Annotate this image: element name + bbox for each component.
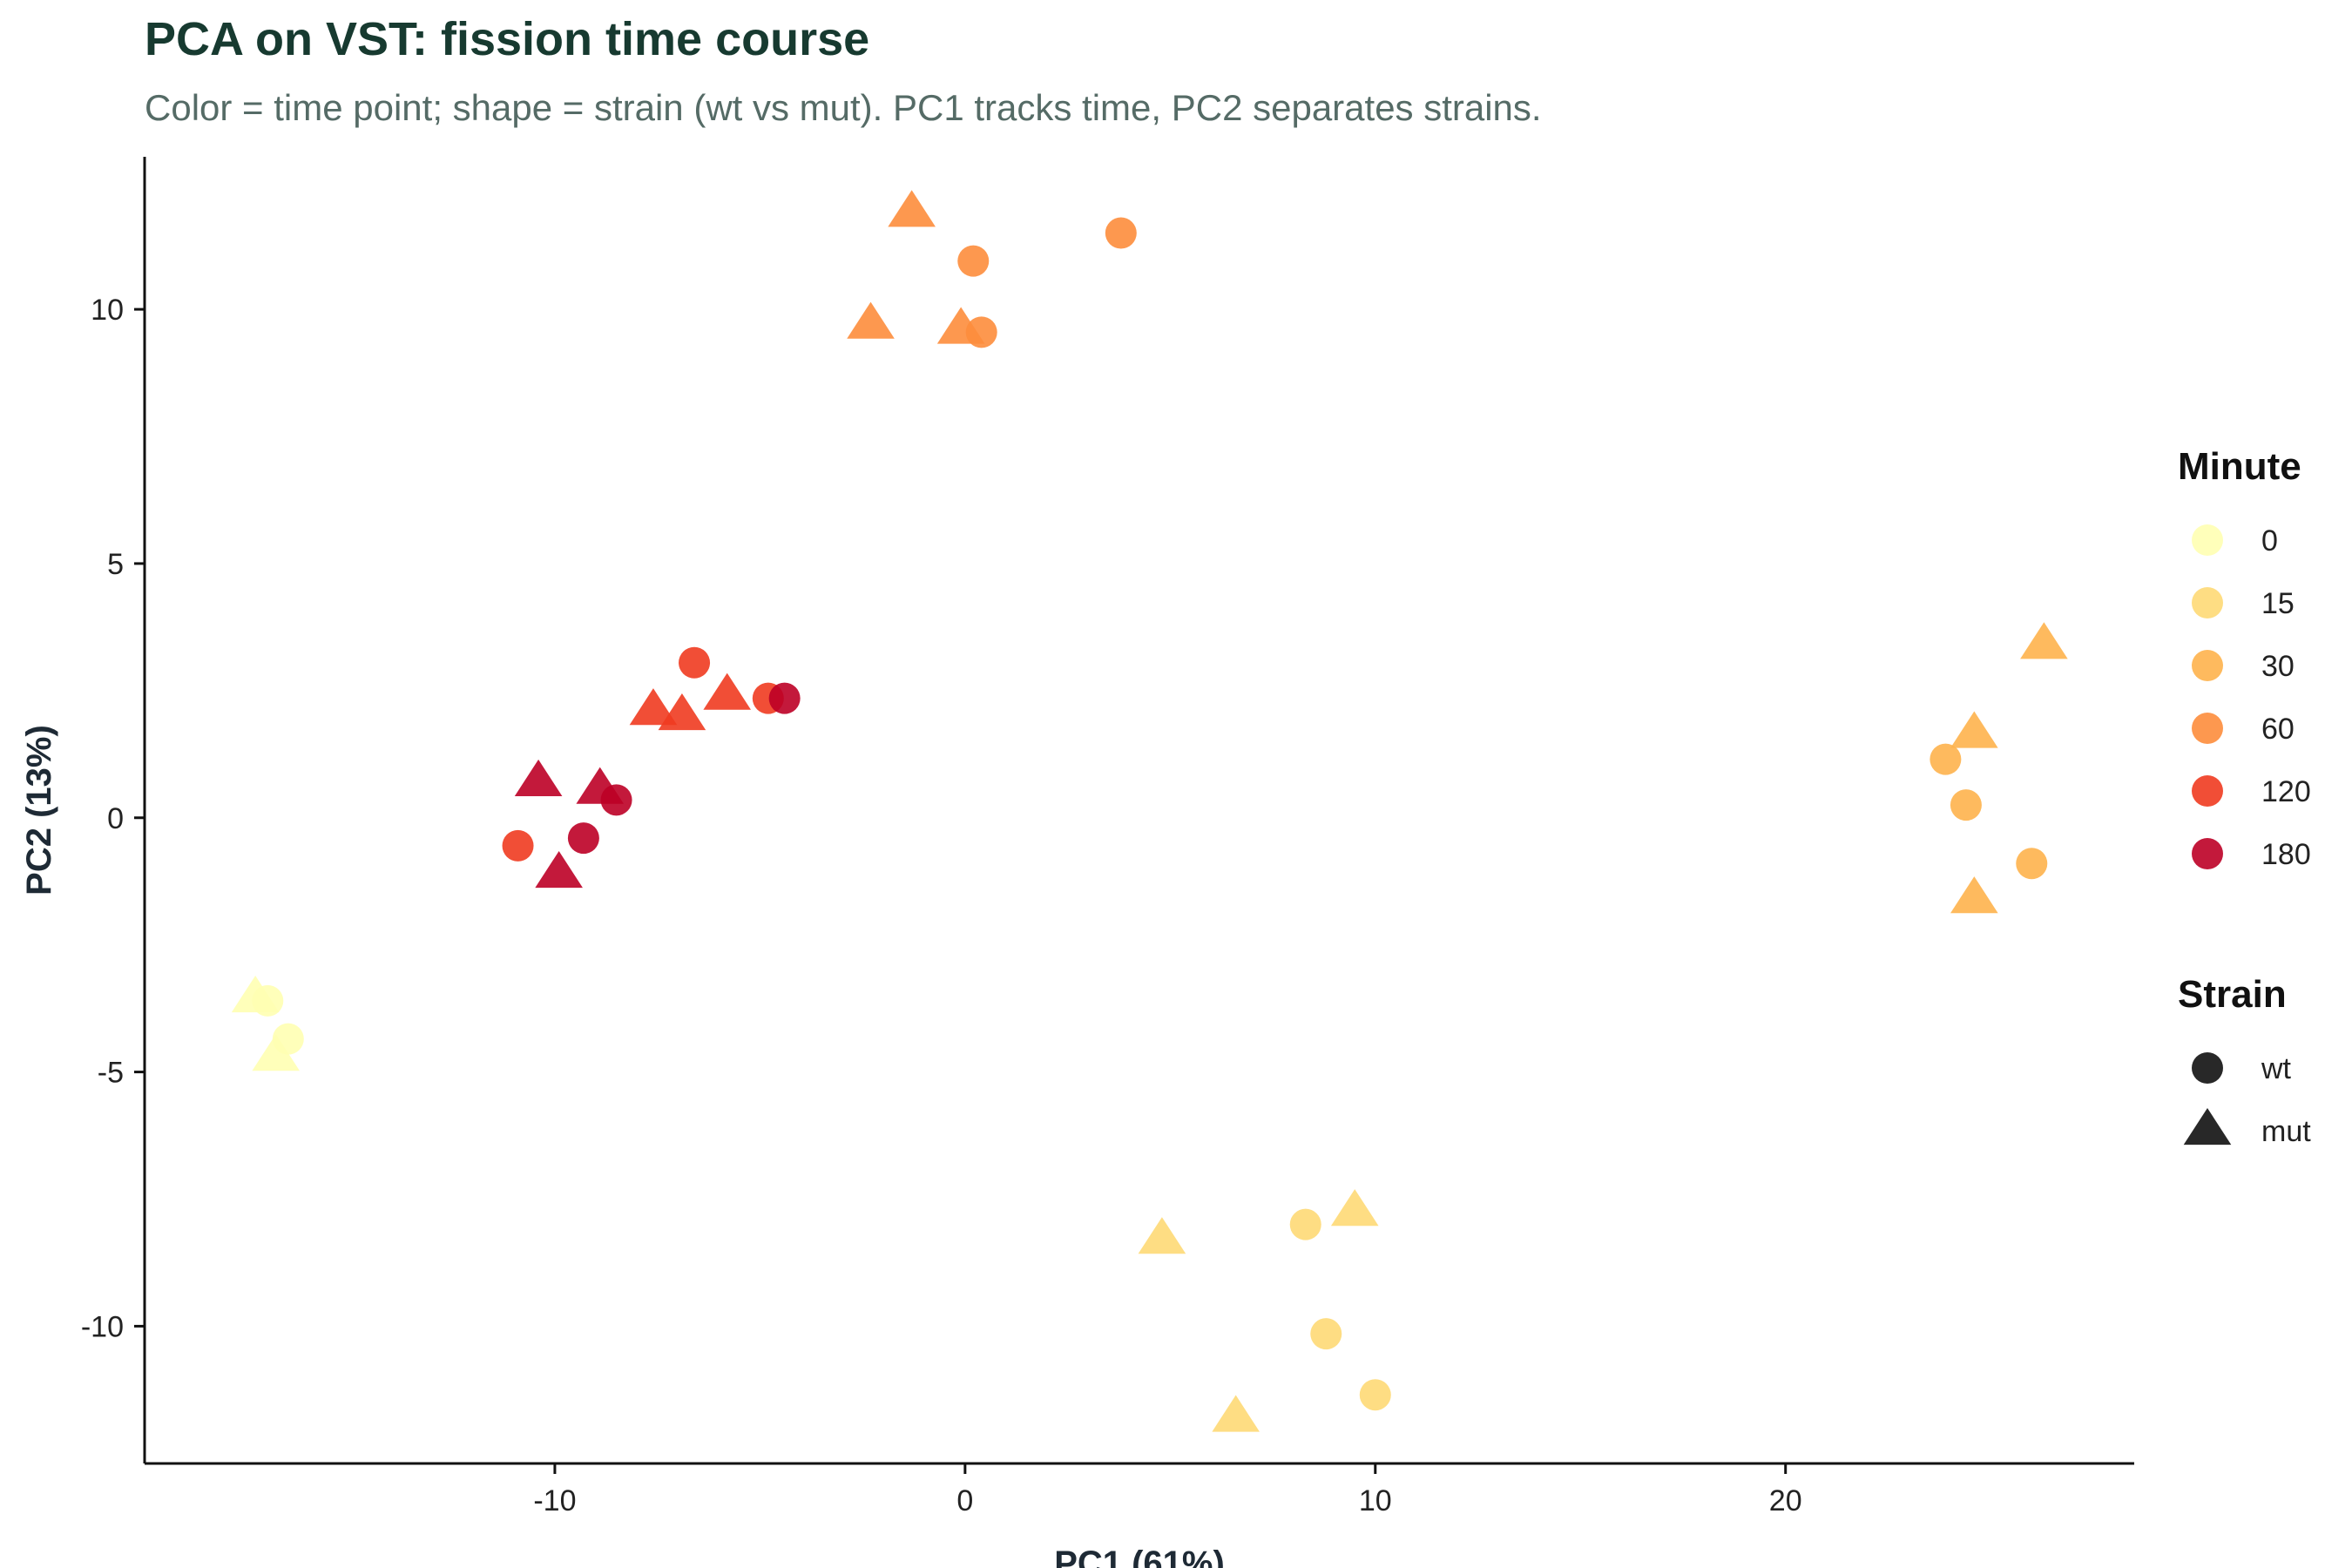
y-axis-ticks: -10 -5 0 5 10	[81, 294, 145, 1343]
legend-minute-items: 0 15 30 60 120 180	[2192, 524, 2311, 871]
legend-label: 0	[2261, 524, 2278, 558]
data-point	[272, 1023, 304, 1055]
data-point	[1310, 1318, 1342, 1350]
data-point	[768, 682, 801, 714]
x-tick-label: 20	[1769, 1484, 1802, 1517]
legend-label: 120	[2261, 775, 2311, 808]
legend-title-strain: Strain	[2178, 973, 2287, 1016]
legend-key	[2192, 650, 2223, 681]
legend-label: 60	[2261, 713, 2295, 746]
legend-key	[2192, 1052, 2223, 1084]
data-point	[514, 759, 563, 797]
data-point	[629, 688, 678, 726]
data-point	[600, 784, 632, 816]
data-point	[535, 850, 583, 889]
legend-title-minute: Minute	[2178, 445, 2301, 488]
legend-label: wt	[2261, 1052, 2292, 1085]
data-point	[567, 822, 599, 855]
data-point	[2020, 622, 2068, 659]
data-point	[965, 316, 997, 348]
data-point	[1950, 789, 1982, 821]
chart-subtitle: Color = time point; shape = strain (wt v…	[145, 87, 1542, 128]
x-tick-label: 10	[1359, 1484, 1392, 1517]
data-point	[1289, 1208, 1321, 1240]
data-point	[1359, 1379, 1391, 1411]
legend-key	[2192, 838, 2223, 869]
legend-key	[2192, 775, 2223, 807]
data-points	[231, 190, 2068, 1432]
data-point	[502, 829, 534, 862]
data-point	[1950, 711, 1998, 748]
y-tick-label: 5	[107, 548, 124, 581]
data-point	[1105, 217, 1137, 249]
x-tick-label: 0	[956, 1484, 973, 1517]
data-point	[1930, 743, 1962, 775]
data-point	[252, 984, 284, 1017]
y-tick-label: 0	[107, 802, 124, 835]
legend-label: 30	[2261, 650, 2295, 683]
legend-key	[2192, 587, 2223, 618]
x-tick-label: -10	[533, 1484, 576, 1517]
legend-strain-items: wt mut	[2183, 1052, 2311, 1148]
x-axis-title: PC1 (61%)	[1054, 1544, 1225, 1568]
data-point	[2016, 848, 2048, 880]
data-point	[1330, 1189, 1379, 1227]
legend-label: 180	[2261, 838, 2311, 871]
data-point	[847, 301, 895, 339]
data-point	[658, 693, 706, 731]
data-point	[1138, 1217, 1186, 1254]
legend-key	[2192, 524, 2223, 556]
data-point	[252, 1034, 300, 1071]
chart-title: PCA on VST: fission time course	[145, 13, 870, 65]
x-axis-ticks: -10 0 10 20	[533, 1463, 1802, 1517]
legend-label: mut	[2261, 1115, 2311, 1148]
data-point	[1212, 1395, 1260, 1432]
data-point	[1950, 876, 1998, 914]
y-tick-label: 10	[91, 294, 124, 327]
y-axis-title: PC2 (13%)	[20, 725, 58, 896]
legend-key	[2192, 713, 2223, 744]
data-point	[679, 646, 711, 679]
legend-key	[2183, 1108, 2232, 1146]
data-point	[957, 245, 990, 277]
y-tick-label: -10	[81, 1310, 124, 1343]
y-tick-label: -5	[98, 1057, 124, 1090]
data-point	[888, 190, 936, 227]
legend: Minute 0 15 30 60 120 180 Strain wt mut	[2178, 445, 2311, 1148]
data-point	[703, 672, 752, 710]
legend-label: 15	[2261, 587, 2295, 620]
